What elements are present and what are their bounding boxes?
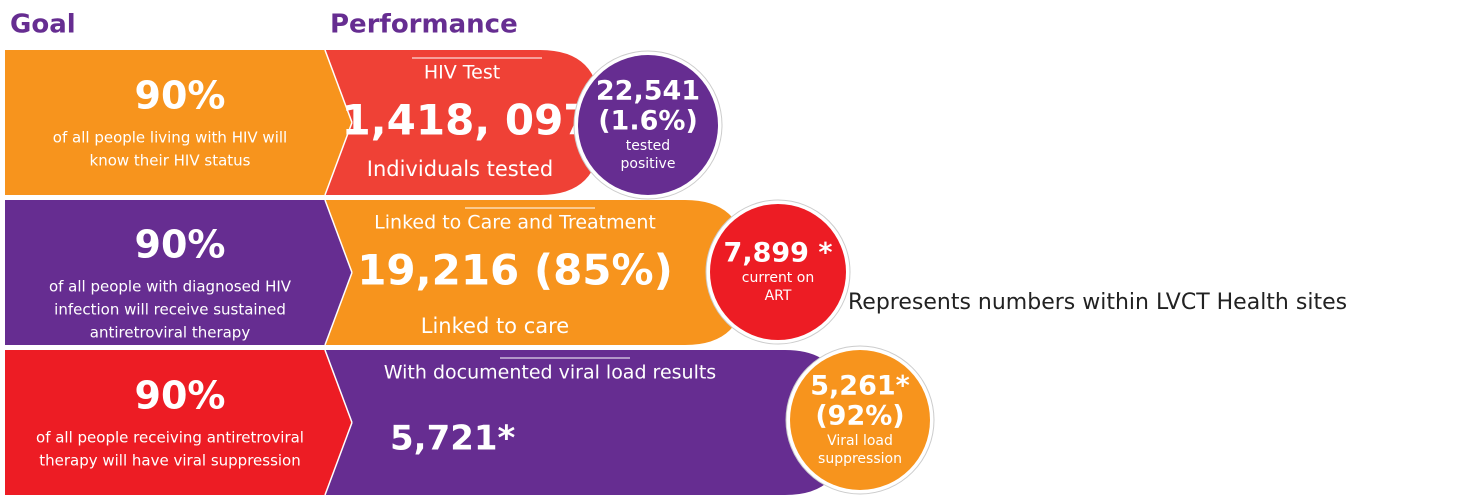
goal-percent: 90% [135,223,226,267]
result-circle [710,204,846,340]
performance-number: 5,721* [390,419,516,459]
goal-arrow [5,50,352,195]
performance-block [320,50,600,195]
separator [324,422,353,496]
circle-number: 22,541 [596,76,700,107]
footnote: * Represents numbers within LVCT Health … [830,290,1347,315]
goal-text: antiretroviral therapy [90,324,251,342]
separator [324,49,353,123]
circle-number: 7,899 * [724,238,833,269]
performance-caption: Linked to care [421,314,569,338]
goal-text: therapy will have viral suppression [39,452,301,470]
circle-caption: ART [765,288,792,304]
performance-title: HIV Test [424,62,500,84]
separator [324,272,353,346]
circle-caption: tested [626,138,670,154]
goal-text: of all people receiving antiretroviral [36,429,304,447]
goal-text: of all people living with HIV will [53,129,287,147]
separator [324,122,353,196]
circle-number: (92%) [815,401,904,432]
circle-caption: current on [742,270,814,286]
performance-block [320,200,745,345]
circle-number: 5,261* [810,371,910,402]
goal-arrow [5,350,352,495]
goal-text: know their HIV status [90,152,251,170]
result-circle [790,350,930,490]
separator [324,349,353,423]
circle-caption: positive [621,156,676,172]
goal-arrow [5,200,352,345]
goal-header: Goal [10,10,76,40]
result-circle [578,55,718,195]
performance-title: With documented viral load results [384,362,716,384]
goal-text: infection will receive sustained [54,301,286,319]
separator [324,199,353,273]
performance-block [320,350,845,495]
circle-caption: suppression [818,451,902,467]
goal-text: of all people with diagnosed HIV [49,278,292,296]
circle-number: (1.6%) [598,106,698,137]
performance-caption: Individuals tested [367,157,553,181]
circle-caption: Viral load [827,433,893,449]
goal-percent: 90% [135,74,226,118]
performance-number: 1,418, 097 [341,96,592,145]
performance-header: Performance [330,10,518,40]
performance-title: Linked to Care and Treatment [374,212,656,234]
performance-number: 19,216 (85%) [357,246,673,295]
goal-percent: 90% [135,374,226,418]
